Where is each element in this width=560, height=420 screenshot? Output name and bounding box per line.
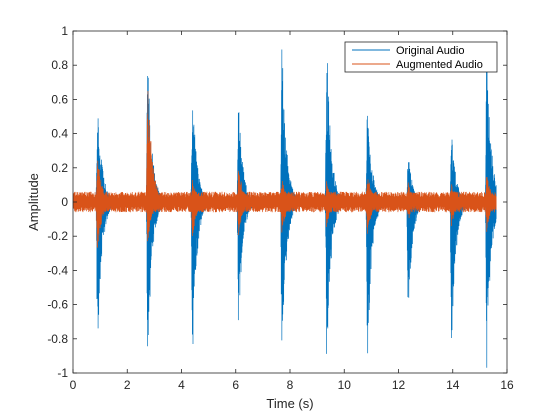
legend-box	[344, 41, 498, 73]
series-line-augmented-audio	[73, 90, 497, 248]
x-axis-label: Time (s)	[266, 396, 313, 411]
x-tick-label: 10	[338, 378, 352, 392]
x-tick-label: 16	[500, 378, 514, 392]
y-tick-label: -0.8	[47, 332, 68, 346]
legend[interactable]: Original Audio Augmented Audio	[344, 41, 498, 73]
y-tick-label: -0.2	[47, 229, 68, 243]
x-tick-label: 8	[287, 378, 294, 392]
y-tick-label: 0	[61, 195, 68, 209]
y-axis-ticks: -1 -0.8 -0.6 -0.4 -0.2 0 0.2 0.4 0.6 0.8 1	[47, 24, 507, 380]
y-tick-label: 0.4	[51, 127, 68, 141]
y-tick-label: 1	[61, 24, 68, 38]
legend-label-original: Original Audio	[396, 45, 465, 57]
x-tick-label: 6	[232, 378, 239, 392]
y-tick-label: -1	[57, 366, 68, 380]
x-axis-ticks: 0 2 4 6 8 10 12 14 16	[70, 31, 514, 392]
y-axis-label: Amplitude	[26, 173, 41, 231]
x-tick-label: 4	[178, 378, 185, 392]
x-tick-label: 12	[392, 378, 406, 392]
y-tick-label: 0.2	[51, 161, 68, 175]
legend-label-augmented: Augmented Audio	[396, 59, 483, 71]
x-tick-label: 14	[446, 378, 460, 392]
y-tick-label: -0.4	[47, 263, 68, 277]
x-tick-label: 0	[70, 378, 77, 392]
series-layer	[73, 49, 497, 368]
y-tick-label: 0.6	[51, 92, 68, 106]
y-tick-label: -0.6	[47, 298, 68, 312]
plot-area	[73, 49, 497, 368]
x-tick-label: 2	[124, 378, 131, 392]
y-tick-label: 0.8	[51, 58, 68, 72]
